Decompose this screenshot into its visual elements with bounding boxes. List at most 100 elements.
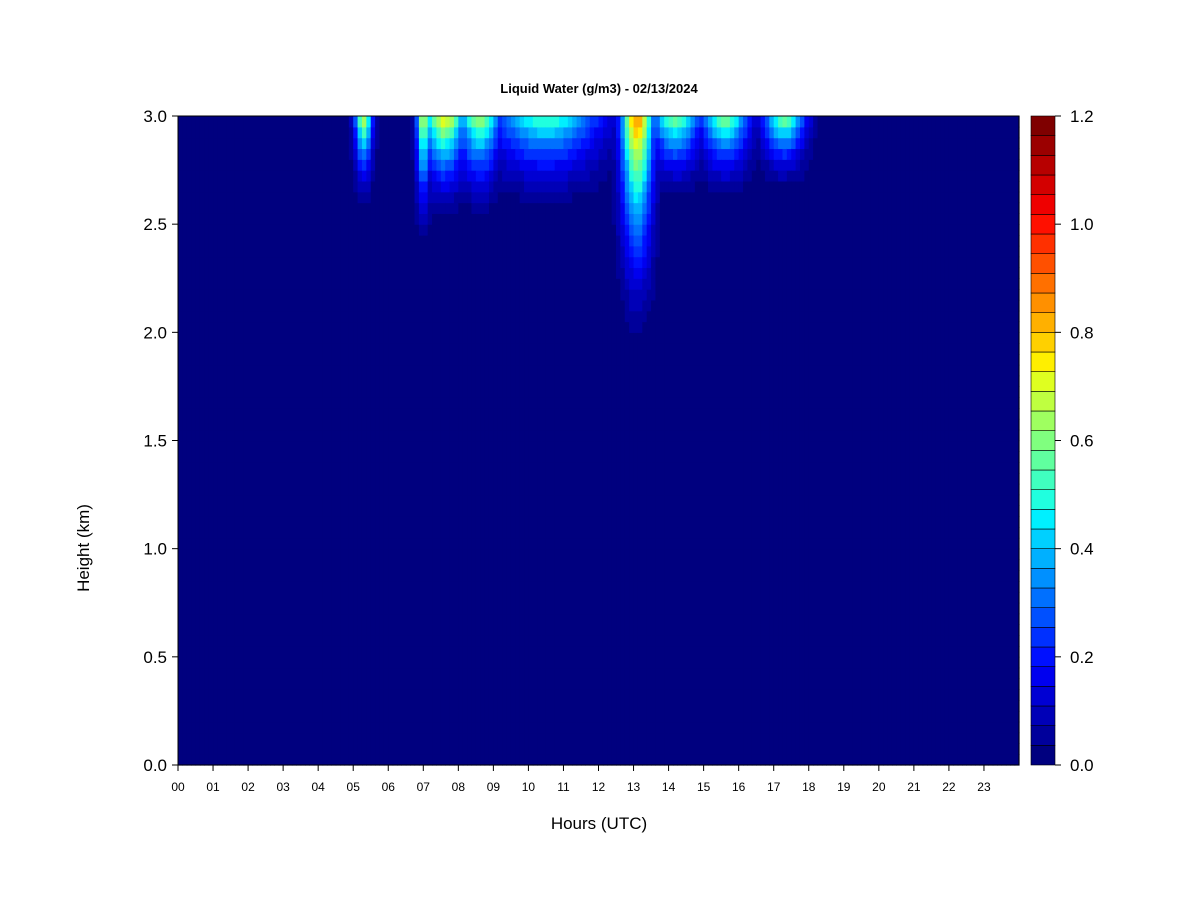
heatmap-cell [493,397,499,409]
heatmap-cell [191,635,197,647]
heatmap-cell [379,418,385,431]
heatmap-cell [427,148,433,160]
heatmap-cell [305,581,311,593]
heatmap-cell [427,245,433,258]
heatmap-cell [515,494,521,506]
heatmap-cell [401,256,407,269]
heatmap-cell [208,516,214,528]
heatmap-cell [541,591,547,604]
heatmap-cell [274,602,280,615]
heatmap-cell [493,202,499,214]
heatmap-cell [379,700,385,712]
heatmap-cell [397,451,402,463]
heatmap-cell [541,754,547,766]
heatmap-cell [322,516,328,528]
heatmap-cell [287,472,293,485]
heatmap-cell [410,397,416,409]
heatmap-cell [204,245,210,258]
heatmap-cell [265,591,271,604]
heatmap-cell [401,591,407,604]
heatmap-cell [397,537,402,550]
heatmap-cell [199,397,205,409]
heatmap-cell [532,710,538,723]
heatmap-cell [423,537,429,550]
heatmap-cell [493,116,499,128]
heatmap-cell [318,635,324,647]
heatmap-cell [366,548,372,561]
heatmap-cell [532,353,538,366]
heatmap-cell [265,548,271,561]
heatmap-cell [191,527,197,539]
heatmap-cell [309,646,315,658]
heatmap-cell [467,646,473,658]
heatmap-cell [366,137,372,150]
heatmap-cell [445,646,451,658]
heatmap-cell [445,267,451,279]
heatmap-cell [178,710,183,723]
heatmap-cell [506,278,512,290]
heatmap-cell [265,148,271,160]
heatmap-cell [418,180,424,193]
heatmap-cell [440,234,446,247]
heatmap-cell [182,548,188,561]
heatmap-cell [305,170,311,182]
heatmap-cell [234,494,240,506]
heatmap-cell [217,527,223,539]
heatmap-cell [480,602,486,615]
heatmap-cell [418,353,424,366]
heatmap-cell [252,635,258,647]
heatmap-cell [432,743,438,755]
heatmap-cell [397,646,402,658]
heatmap-cell [388,137,394,150]
heatmap-cell [348,667,354,680]
heatmap-cell [532,700,538,712]
heatmap-cell [392,191,398,204]
heatmap-cell [217,635,223,647]
heatmap-cell [291,527,297,539]
heatmap-cell [497,516,503,528]
heatmap-cell [291,170,297,182]
heatmap-cell [471,743,477,755]
heatmap-cell [436,656,442,669]
heatmap-cell [445,137,451,150]
heatmap-cell [532,591,538,604]
heatmap-cell [471,310,477,323]
heatmap-cell [418,289,424,301]
heatmap-cell [537,710,543,723]
heatmap-cell [392,635,398,647]
heatmap-cell [199,700,205,712]
heatmap-cell [287,440,293,452]
heatmap-cell [278,213,284,225]
heatmap-cell [436,310,442,323]
heatmap-cell [440,310,446,323]
heatmap-cell [484,754,490,766]
heatmap-cell [283,137,289,150]
heatmap-cell [331,646,337,658]
heatmap-cell [484,126,490,139]
heatmap-cell [248,440,254,452]
heatmap-cell [278,472,284,485]
heatmap-cell [383,559,389,571]
heatmap-cell [458,397,464,409]
heatmap-cell [226,743,232,755]
heatmap-cell [296,386,302,398]
heatmap-cell [397,116,402,128]
heatmap-cell [414,191,420,204]
heatmap-cell [348,213,354,225]
heatmap-cell [344,667,350,680]
heatmap-cell [388,591,394,604]
heatmap-cell [497,602,503,615]
heatmap-cell [366,646,372,658]
heatmap-cell [326,462,332,474]
heatmap-cell [305,353,311,366]
heatmap-cell [379,591,385,604]
heatmap-cell [493,483,499,496]
heatmap-cell [256,472,262,485]
heatmap-cell [340,472,346,485]
heatmap-cell [322,278,328,290]
heatmap-cell [528,754,534,766]
heatmap-cell [462,137,468,150]
heatmap-cell [471,527,477,539]
heatmap-cell [265,570,271,582]
heatmap-cell [392,581,398,593]
